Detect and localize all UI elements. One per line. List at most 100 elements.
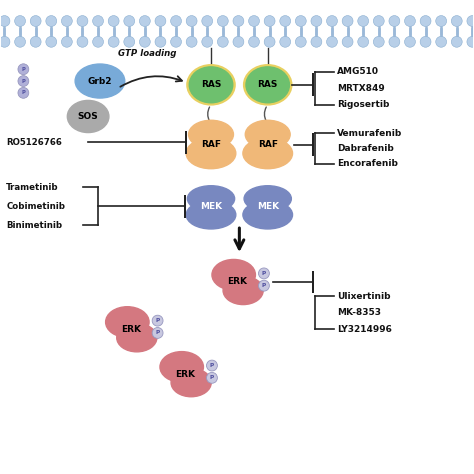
Circle shape — [0, 36, 10, 47]
Circle shape — [258, 268, 269, 279]
Ellipse shape — [243, 201, 292, 229]
Text: P: P — [155, 318, 160, 323]
Ellipse shape — [171, 368, 211, 397]
Text: P: P — [21, 79, 25, 83]
Ellipse shape — [187, 186, 235, 212]
Circle shape — [139, 36, 150, 47]
Text: ERK: ERK — [175, 370, 195, 379]
Circle shape — [218, 36, 228, 47]
Circle shape — [0, 16, 10, 27]
Circle shape — [18, 87, 29, 98]
Text: RAF: RAF — [201, 140, 221, 149]
Ellipse shape — [212, 259, 255, 290]
Text: P: P — [155, 330, 160, 336]
Text: Trametinib: Trametinib — [6, 183, 59, 192]
Circle shape — [280, 36, 291, 47]
Text: P: P — [262, 271, 266, 276]
Circle shape — [30, 36, 41, 47]
Circle shape — [139, 16, 150, 27]
Text: RAS: RAS — [257, 80, 278, 89]
Circle shape — [202, 16, 213, 27]
Text: P: P — [21, 67, 25, 72]
Circle shape — [15, 16, 26, 27]
Circle shape — [451, 36, 462, 47]
Circle shape — [264, 36, 275, 47]
Text: SOS: SOS — [78, 112, 99, 121]
Text: RAF: RAF — [258, 140, 278, 149]
Circle shape — [207, 360, 218, 371]
Ellipse shape — [67, 100, 109, 133]
Circle shape — [311, 36, 322, 47]
Ellipse shape — [189, 120, 234, 149]
Text: MEK: MEK — [200, 202, 222, 211]
Circle shape — [374, 16, 384, 27]
Circle shape — [108, 36, 119, 47]
Circle shape — [62, 36, 73, 47]
Text: Cobimetinib: Cobimetinib — [6, 202, 65, 211]
Ellipse shape — [246, 67, 290, 103]
Circle shape — [30, 16, 41, 27]
Circle shape — [46, 36, 57, 47]
Ellipse shape — [186, 138, 236, 169]
Circle shape — [327, 36, 337, 47]
Circle shape — [358, 36, 369, 47]
Circle shape — [207, 373, 218, 383]
Circle shape — [404, 36, 415, 47]
Circle shape — [62, 16, 73, 27]
Circle shape — [467, 16, 474, 27]
Ellipse shape — [117, 323, 157, 352]
Text: ERK: ERK — [121, 325, 141, 334]
Ellipse shape — [243, 138, 292, 169]
Circle shape — [264, 16, 275, 27]
Circle shape — [108, 16, 119, 27]
Circle shape — [15, 36, 26, 47]
Circle shape — [18, 64, 29, 75]
Ellipse shape — [223, 276, 263, 305]
Text: Grb2: Grb2 — [88, 76, 112, 85]
Circle shape — [389, 36, 400, 47]
Text: P: P — [210, 363, 214, 368]
Circle shape — [92, 16, 103, 27]
Circle shape — [46, 16, 57, 27]
Circle shape — [218, 16, 228, 27]
Ellipse shape — [75, 64, 125, 98]
Text: Rigosertib: Rigosertib — [337, 100, 390, 109]
Text: Binimetinib: Binimetinib — [6, 221, 63, 230]
Ellipse shape — [243, 64, 292, 106]
Circle shape — [404, 16, 415, 27]
Circle shape — [420, 16, 431, 27]
Circle shape — [467, 36, 474, 47]
Circle shape — [420, 36, 431, 47]
Ellipse shape — [186, 201, 236, 229]
Ellipse shape — [189, 67, 233, 103]
Text: LY3214996: LY3214996 — [337, 325, 392, 334]
Circle shape — [295, 16, 306, 27]
Circle shape — [451, 16, 462, 27]
Circle shape — [311, 16, 322, 27]
Ellipse shape — [245, 120, 290, 149]
Circle shape — [233, 16, 244, 27]
Circle shape — [186, 16, 197, 27]
Circle shape — [171, 36, 182, 47]
Text: Encorafenib: Encorafenib — [337, 159, 398, 168]
Circle shape — [280, 16, 291, 27]
Circle shape — [358, 16, 369, 27]
Text: GTP loading: GTP loading — [118, 49, 176, 58]
Circle shape — [152, 315, 163, 326]
Circle shape — [389, 16, 400, 27]
Circle shape — [77, 36, 88, 47]
Circle shape — [202, 36, 213, 47]
Text: P: P — [262, 283, 266, 288]
Circle shape — [258, 280, 269, 291]
Circle shape — [295, 36, 306, 47]
Circle shape — [342, 16, 353, 27]
Circle shape — [155, 16, 166, 27]
Circle shape — [152, 328, 163, 338]
Circle shape — [77, 16, 88, 27]
Circle shape — [342, 36, 353, 47]
Text: MEK: MEK — [256, 202, 279, 211]
Circle shape — [124, 36, 135, 47]
Text: RO5126766: RO5126766 — [6, 138, 62, 147]
Circle shape — [155, 36, 166, 47]
Circle shape — [374, 36, 384, 47]
